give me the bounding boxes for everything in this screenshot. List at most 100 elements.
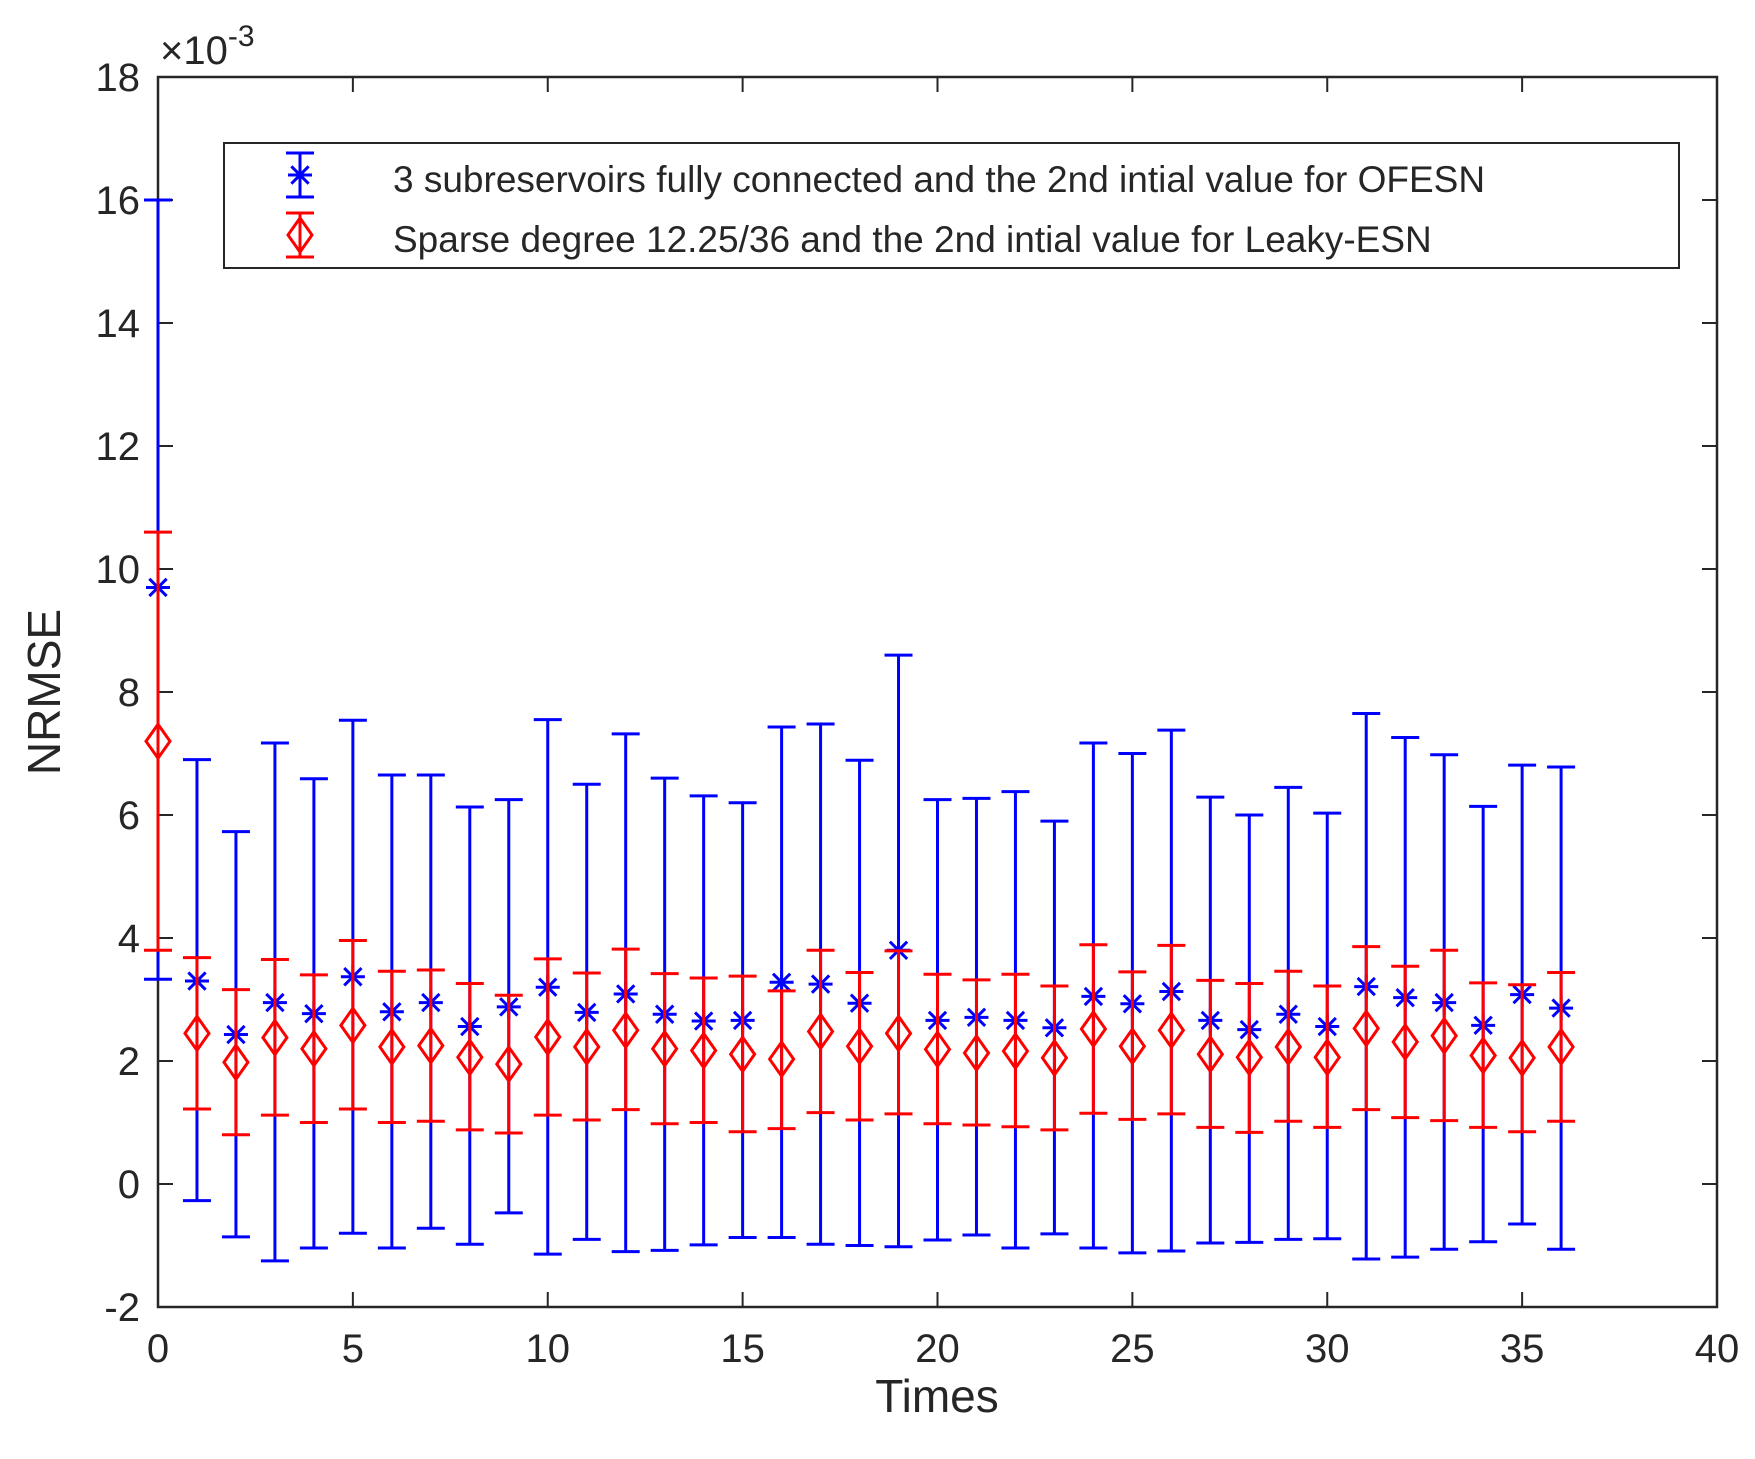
data-point: [962, 1033, 991, 1073]
data-point: [1079, 1009, 1108, 1049]
legend: 3 subreservoirs fully connected and the …: [223, 142, 1680, 269]
error-bar: [533, 957, 562, 1117]
error-bar: [572, 971, 601, 1122]
y-tick-label: 0: [118, 1163, 140, 1207]
error-bar: [1313, 984, 1342, 1129]
error-bar: [182, 956, 211, 1111]
error-bar: [1040, 984, 1069, 1132]
legend-label-ofesn: 3 subreservoirs fully connected and the …: [393, 159, 1485, 200]
data-point: [1001, 1031, 1030, 1071]
error-bar: [884, 949, 913, 1116]
error-bar: [338, 938, 367, 1111]
error-bar: [923, 972, 952, 1126]
legend-marker-ofesn: [286, 151, 314, 199]
y-tick-label: 18: [96, 56, 141, 100]
data-point: [1352, 1008, 1381, 1049]
x-tick-label: 40: [1695, 1327, 1740, 1371]
error-bar: [1352, 945, 1381, 1112]
data-point: [1430, 1016, 1459, 1056]
error-bar: [1157, 943, 1186, 1116]
x-tick-label: 10: [526, 1327, 571, 1371]
data-point: [650, 1029, 679, 1069]
data-point: [416, 1026, 445, 1066]
error-bar: [806, 948, 835, 1115]
data-point: [378, 1027, 406, 1067]
error-bar: [728, 974, 757, 1134]
legend-marker-leaky-esn: [286, 211, 314, 259]
x-tick-label: 20: [915, 1327, 960, 1371]
x-axis-label: Times: [875, 1370, 999, 1422]
y-tick-label: 4: [118, 917, 140, 961]
data-point: [611, 1010, 640, 1050]
data-point: [806, 1011, 835, 1052]
error-bar: [1430, 948, 1459, 1123]
y-tick-label: 10: [96, 548, 141, 592]
error-bar: [767, 989, 796, 1131]
data-point: [1391, 1022, 1420, 1062]
x-tick-label: 35: [1500, 1327, 1545, 1371]
data-point: [767, 1039, 796, 1079]
y-multiplier-exponent: -3: [228, 20, 255, 53]
legend-symbol: [288, 163, 312, 187]
x-tick-label: 30: [1305, 1327, 1350, 1371]
data-point: [1118, 1026, 1147, 1066]
error-bar: [650, 972, 679, 1126]
data-point: [689, 1030, 718, 1071]
error-bar: [845, 970, 874, 1122]
error-bar: [611, 947, 640, 1112]
x-tick-label: 25: [1110, 1327, 1155, 1371]
data-point: [1313, 1037, 1342, 1077]
error-bar: [494, 993, 523, 1135]
x-tick-label: 5: [342, 1327, 364, 1371]
y-tick-label: 2: [118, 1040, 140, 1084]
data-point: [222, 1042, 250, 1082]
y-multiplier-base: ×10: [160, 29, 228, 73]
error-bar: [144, 530, 172, 952]
error-bar: [1469, 981, 1498, 1129]
error-bar: [1391, 964, 1420, 1120]
y-axis-label: NRMSE: [18, 609, 70, 775]
error-bar: [1274, 969, 1303, 1123]
error-bar: [1196, 978, 1225, 1129]
error-bar: [416, 968, 445, 1123]
legend-entry-ofesn: 3 subreservoirs fully connected and the …: [286, 151, 1485, 200]
data-point: [339, 1005, 367, 1045]
legend-label-leaky-esn: Sparse degree 12.25/36 and the 2nd intia…: [393, 219, 1432, 260]
series-layer: [144, 198, 1576, 1263]
legend-entry-leaky-esn: Sparse degree 12.25/36 and the 2nd intia…: [286, 211, 1432, 260]
data-point: [1547, 1027, 1575, 1067]
error-bar: [221, 988, 250, 1137]
data-point: [845, 1026, 874, 1066]
data-point: [572, 1027, 601, 1067]
data-point: [261, 1018, 289, 1058]
x-tick-label: 0: [147, 1327, 169, 1371]
error-bar: [1079, 943, 1108, 1115]
data-point: [300, 1029, 328, 1069]
y-tick-label: 14: [96, 302, 141, 346]
error-bar: [260, 958, 289, 1117]
error-bar: [962, 978, 991, 1127]
data-point: [455, 1037, 484, 1077]
data-point: [533, 1017, 562, 1057]
data-point: [728, 1034, 757, 1074]
y-tick-label: -2: [104, 1286, 140, 1330]
y-tick-label: 6: [118, 794, 140, 838]
error-bar: [377, 969, 406, 1124]
series-1: [144, 530, 1576, 1137]
data-point: [1469, 1035, 1497, 1076]
data-point: [884, 1013, 913, 1053]
error-bar: [455, 982, 484, 1132]
error-bar: [689, 976, 718, 1124]
x-tick-label: 15: [720, 1327, 765, 1371]
data-point: [923, 1029, 952, 1069]
error-bar: [1235, 982, 1264, 1134]
error-bar: [1118, 970, 1147, 1121]
data-point: [1274, 1027, 1303, 1067]
data-point: [1157, 1010, 1186, 1050]
legend-symbol: [286, 215, 314, 255]
legend-box: [223, 142, 1680, 269]
data-point: [183, 1013, 211, 1053]
error-bar: [1508, 983, 1537, 1134]
